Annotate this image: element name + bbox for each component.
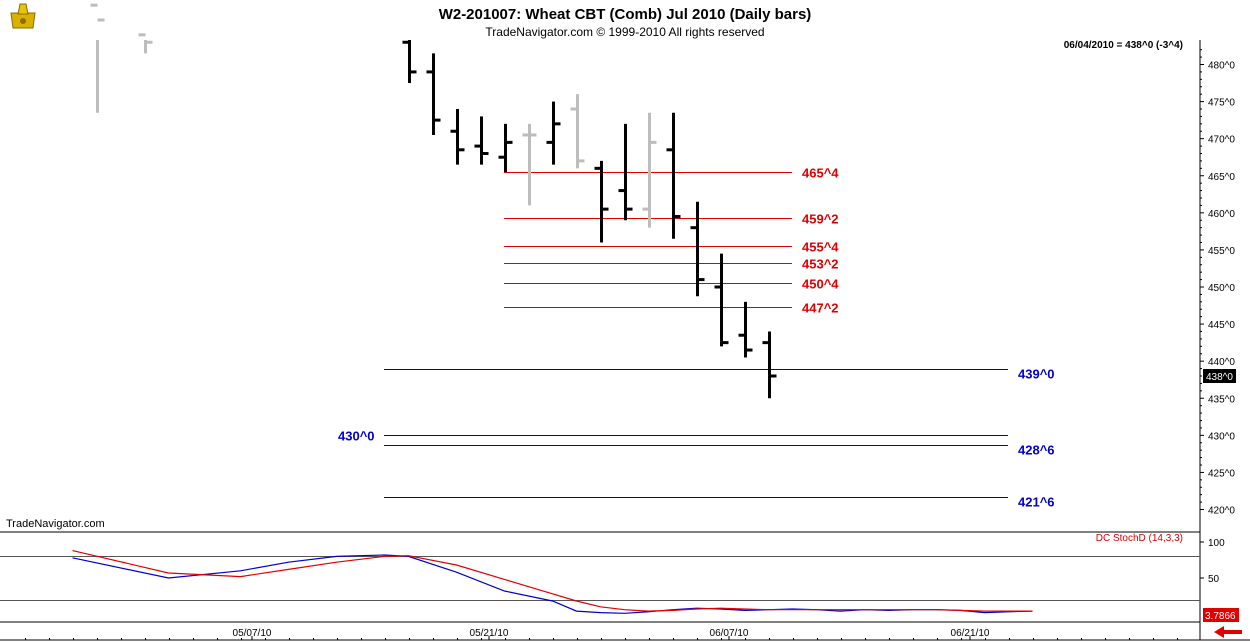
- ohlc-bar: [546, 101, 561, 165]
- price-bars: [90, 3, 777, 399]
- y-tick-label: 445^0: [1208, 320, 1235, 331]
- last-price-info: 06/04/2010 = 438^0 (-3^4): [1064, 40, 1183, 51]
- y-tick-label: 475^0: [1208, 98, 1235, 109]
- red-level-label: 450^4: [802, 277, 839, 292]
- red-level-label: 447^2: [802, 301, 839, 316]
- red-level-label: 465^4: [802, 166, 839, 181]
- copyright-text: TradeNavigator.com © 1999-2010 All right…: [485, 25, 764, 39]
- stoch-value-box: [1203, 608, 1239, 622]
- ohlc-bar: [522, 123, 537, 206]
- ohlc-bar: [618, 123, 633, 221]
- ohlc-bar: [690, 201, 705, 297]
- tradenavigator-logo-icon[interactable]: [10, 3, 36, 29]
- ohlc-bar: [762, 331, 777, 399]
- y-tick-label: 470^0: [1208, 135, 1235, 146]
- ohlc-bar: [498, 123, 513, 173]
- ohlc-bar: [594, 160, 609, 243]
- ohlc-bar: [138, 33, 153, 54]
- stoch-value-label: 3.7866: [1205, 611, 1236, 622]
- price-axis[interactable]: 480^0 475^0 470^0 465^0 460^0 455^0 450^0 445^0…: [1199, 40, 1236, 640]
- blue-level-label: 428^6: [1018, 443, 1055, 458]
- y-tick-label: 450^0: [1208, 283, 1235, 294]
- red-level-label: 455^4: [802, 240, 839, 255]
- blue-level-label: 421^6: [1018, 495, 1055, 510]
- x-tick-label: 05/07/10: [233, 628, 272, 639]
- scroll-left-arrow-icon[interactable]: [1212, 625, 1246, 639]
- stoch-tick-label: 50: [1208, 574, 1220, 585]
- y-tick-label: 425^0: [1208, 468, 1235, 479]
- ohlc-bar: [666, 112, 681, 239]
- blue-level-label: 430^0: [338, 429, 375, 444]
- red-level-label: 459^2: [802, 212, 839, 227]
- y-tick-label: 420^0: [1208, 506, 1235, 517]
- y-tick-label: 480^0: [1208, 61, 1235, 72]
- ohlc-bar: [90, 3, 105, 113]
- ohlc-bar: [738, 301, 753, 358]
- ohlc-bar: [450, 109, 465, 165]
- y-tick-label: 430^0: [1208, 431, 1235, 442]
- blue-level-label: 439^0: [1018, 367, 1055, 382]
- stoch-title: DC StochD (14,3,3): [1096, 533, 1183, 544]
- ohlc-bar: [426, 53, 441, 135]
- ohlc-bar: [714, 253, 729, 347]
- y-tick-label: 435^0: [1208, 394, 1235, 405]
- ohlc-bar: [570, 94, 585, 169]
- time-axis[interactable]: 05/07/10 05/21/10 06/07/10 06/21/10: [0, 628, 1250, 641]
- x-tick-label: 05/21/10: [470, 628, 509, 639]
- stochastic-panel: DC StochD (14,3,3) 100 50 3.7866: [0, 531, 1239, 623]
- stoch-series-line: [72, 550, 1033, 612]
- ohlc-bar: [642, 112, 657, 228]
- y-tick-label: 440^0: [1208, 357, 1235, 368]
- level-lines: 465^4 459^2 455^4 453^2 450^4 447^2 439^0 430^0…: [338, 166, 1055, 510]
- watermark-text: TradeNavigator.com: [6, 518, 105, 530]
- stoch-tick-label: 100: [1208, 538, 1225, 549]
- current-price-box: [1203, 369, 1236, 383]
- current-price-label: 438^0: [1206, 372, 1233, 383]
- chart-title: W2-201007: Wheat CBT (Comb) Jul 2010 (Da…: [439, 6, 812, 23]
- y-tick-label: 455^0: [1208, 246, 1235, 257]
- red-level-label: 453^2: [802, 257, 839, 272]
- x-tick-label: 06/07/10: [710, 628, 749, 639]
- ohlc-bar: [474, 116, 489, 165]
- y-tick-label: 460^0: [1208, 209, 1235, 220]
- y-tick-label: 465^0: [1208, 172, 1235, 183]
- x-tick-label: 06/21/10: [951, 628, 990, 639]
- ohlc-bar: [402, 40, 417, 84]
